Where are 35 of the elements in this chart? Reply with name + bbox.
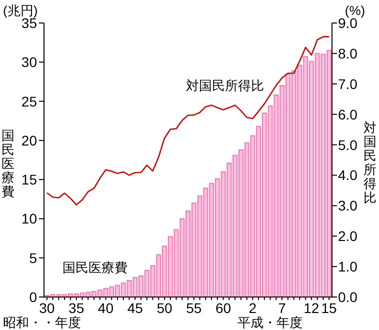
text: 平成・年度 [238, 315, 302, 330]
series-label: 対国民所得比 [186, 78, 264, 93]
y2-tick-label: 8.0 [338, 45, 358, 62]
y-tick-label: 20 [21, 132, 38, 148]
y-tick-label: 30 [21, 54, 38, 70]
y-tick-label: 10 [21, 210, 38, 227]
y2-tick-label: 1.0 [338, 258, 358, 275]
y2-tick-label: 4.0 [338, 167, 358, 184]
x-tick-label: 30 [39, 300, 55, 316]
y2-tick-label: 5.0 [338, 136, 358, 153]
x-tick-label: 7 [278, 300, 286, 316]
y-axis-title: 国民医療費 [2, 128, 14, 199]
x-tick-label: 35 [68, 300, 84, 316]
x-tick-label: 15 [321, 300, 338, 316]
y-tick-label: 0 [29, 289, 38, 305]
y-tick-label: 15 [21, 172, 38, 188]
y-tick-label: 25 [21, 93, 38, 110]
x-tick-label: 60 [215, 300, 232, 316]
y-tick-label: 5 [29, 250, 38, 266]
x-tick-label: 50 [156, 300, 172, 316]
y2-tick-label: 7.0 [338, 76, 358, 92]
x-tick-label: 2 [248, 300, 257, 316]
line-series [46, 36, 330, 206]
y2-tick-label: 6.0 [338, 106, 358, 122]
text: 昭和・・年度 [3, 315, 81, 330]
x-tick-label: 55 [186, 300, 202, 316]
y2-tick-label: 3.0 [338, 198, 358, 214]
x-tick-label: 40 [98, 300, 114, 316]
text: (%) [344, 3, 366, 18]
y2-tick-label: 2.0 [338, 228, 358, 244]
y2-axis-title: 対国民所得比 [364, 120, 376, 205]
series-label: 国民医療費 [62, 260, 128, 275]
x-tick-label: 45 [127, 300, 144, 316]
x-tick-label: 12 [304, 300, 320, 316]
y2-tick-label: 0.0 [338, 289, 358, 305]
